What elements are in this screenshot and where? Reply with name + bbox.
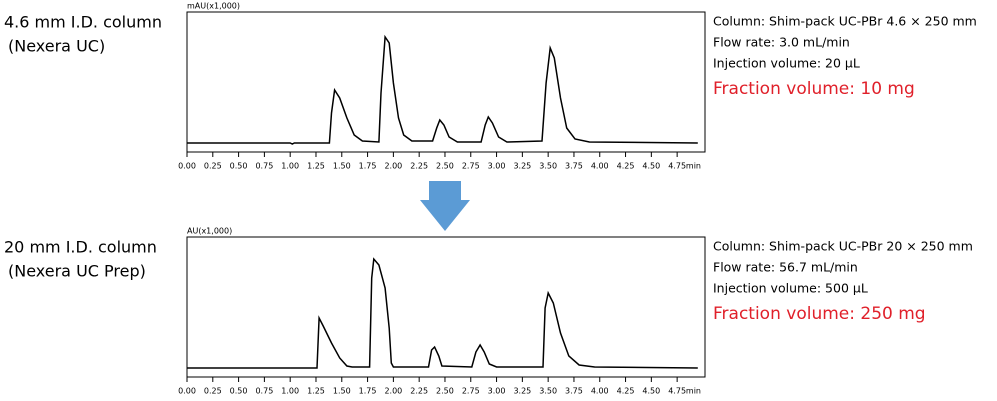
x-tick-label: 3.75	[565, 387, 583, 396]
x-tick-label: 0.25	[204, 387, 222, 396]
x-tick-label: 1.25	[307, 387, 325, 396]
x-tick-label: 4.25	[617, 162, 635, 171]
x-tick-label: 3.25	[513, 387, 531, 396]
x-tick-label: 1.75	[359, 387, 377, 396]
x-tick-label: 3.50	[539, 162, 557, 171]
fraction-note: Fraction volume: 250 mg	[713, 304, 926, 324]
annotation: Flow rate: 56.7 mL/min	[713, 260, 858, 275]
x-tick-label: 2.25	[410, 387, 428, 396]
x-tick-label: 1.00	[281, 162, 299, 171]
x-axis-label: min	[686, 387, 701, 396]
y-axis-label: AU(x1,000)	[187, 227, 232, 236]
x-tick-label: 1.50	[333, 162, 351, 171]
annotation: Column: Shim-pack UC-PBr 20 × 250 mm	[713, 239, 973, 254]
plot-frame	[186, 236, 706, 378]
x-tick-label: 0.00	[178, 162, 196, 171]
x-tick-label: 4.50	[642, 387, 660, 396]
x-tick-label: 3.75	[565, 162, 583, 171]
x-tick-label: 1.00	[281, 387, 299, 396]
x-tick-label: 0.25	[204, 162, 222, 171]
x-tick-label: 2.75	[462, 387, 480, 396]
x-tick-label: 0.75	[255, 162, 273, 171]
chromatogram-line	[187, 34, 698, 145]
arrow	[420, 181, 470, 231]
x-tick-label: 3.00	[488, 387, 506, 396]
plot-frame	[186, 11, 706, 153]
x-tick-label: 3.25	[513, 162, 531, 171]
chart-subtitle: (Nexera UC Prep)	[8, 262, 146, 281]
x-tick-label: 2.25	[410, 162, 428, 171]
annotation: Column: Shim-pack UC-PBr 4.6 × 250 mm	[713, 14, 977, 29]
annotation: Injection volume: 500 µL	[713, 281, 868, 296]
x-tick-label: 3.50	[539, 387, 557, 396]
x-tick-label: 2.50	[436, 387, 454, 396]
x-tick-label: 0.50	[230, 162, 248, 171]
x-tick-label: 1.75	[359, 162, 377, 171]
x-tick-label: 4.25	[617, 387, 635, 396]
x-tick-label: 4.75	[668, 387, 686, 396]
x-axis-label: min	[686, 162, 701, 171]
x-tick-label: 4.50	[642, 162, 660, 171]
x-tick-label: 2.00	[384, 387, 402, 396]
annotation: Flow rate: 3.0 mL/min	[713, 35, 850, 50]
x-tick-label: 0.50	[230, 387, 248, 396]
x-tick-label: 4.00	[591, 162, 609, 171]
y-axis-label: mAU(x1,000)	[187, 2, 240, 11]
x-tick-label: 4.00	[591, 387, 609, 396]
x-tick-label: 3.00	[488, 162, 506, 171]
x-tick-label: 2.00	[384, 162, 402, 171]
x-tick-label: 2.50	[436, 162, 454, 171]
fraction-note: Fraction volume: 10 mg	[713, 79, 915, 99]
annotation: Injection volume: 20 µL	[713, 56, 860, 71]
chart-title: 4.6 mm I.D. column	[4, 13, 162, 32]
x-tick-label: 0.75	[255, 387, 273, 396]
x-tick-label: 4.75	[668, 162, 686, 171]
x-tick-label: 2.75	[462, 162, 480, 171]
x-tick-label: 1.50	[333, 387, 351, 396]
x-tick-label: 0.00	[178, 387, 196, 396]
chart-subtitle: (Nexera UC)	[8, 37, 105, 56]
chromatogram-line	[187, 257, 698, 369]
chart-title: 20 mm I.D. column	[4, 238, 157, 257]
x-tick-label: 1.25	[307, 162, 325, 171]
